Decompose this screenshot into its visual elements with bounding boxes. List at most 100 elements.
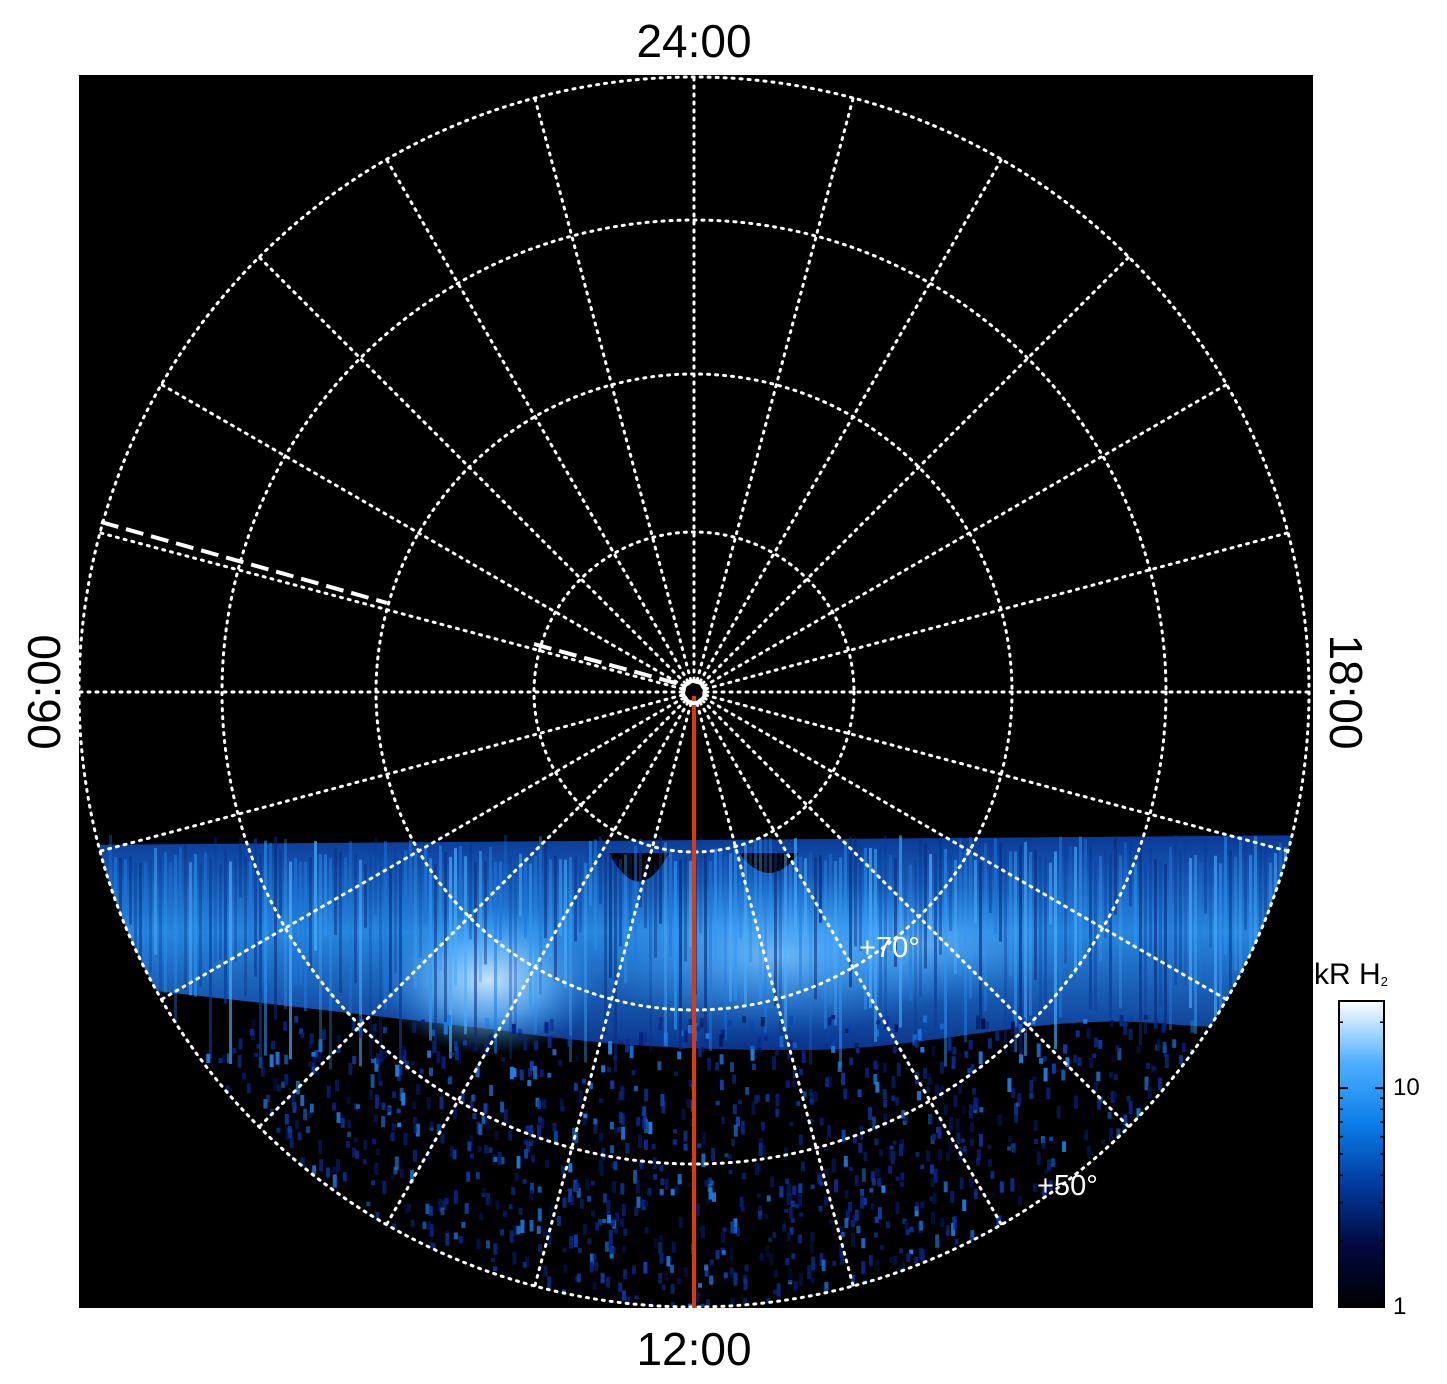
aurora-speckle [981,1018,986,1030]
aurora-speckle [920,1047,925,1053]
aurora-speckle [440,1133,445,1144]
aurora-speckle [742,1173,746,1180]
aurora-speckle [841,1072,846,1086]
aurora-streak [824,860,827,1030]
aurora-streak [1019,845,1022,1062]
aurora-speckle [582,1113,587,1126]
aurora-speckle [312,1165,317,1174]
aurora-speckle [670,1302,675,1307]
aurora-speckle [699,1018,704,1028]
aurora-speckle [448,1075,453,1084]
aurora-speckle [466,1171,471,1182]
aurora-speckle [644,1201,649,1207]
aurora-streak [529,863,532,1012]
aurora-speckle [610,1145,615,1154]
aurora-speckle [736,1227,741,1237]
aurora-speckle [775,1108,780,1118]
aurora-speckle [561,1106,566,1112]
aurora-speckle [939,1023,944,1030]
aurora-streak [954,860,957,974]
aurora-speckle [1051,1158,1056,1167]
aurora-speckle [590,1181,595,1186]
aurora-streak [1219,863,1222,1042]
aurora-speckle [458,1236,463,1244]
aurora-speckle [891,1150,895,1165]
aurora-streak [514,863,517,1036]
aurora-speckle [915,1152,920,1157]
aurora-speckle [544,1136,548,1142]
colorbar-title: kR H2 [1314,958,1388,992]
aurora-streak [269,842,272,939]
aurora-speckle [246,1083,251,1094]
aurora-speckle [813,1092,818,1102]
aurora-speckle [407,1204,412,1212]
aurora-speckle [366,1201,371,1207]
aurora-speckle [273,1077,278,1091]
aurora-streak [1154,858,1157,1022]
aurora-speckle [422,1221,427,1230]
aurora-speckle [861,1261,866,1275]
aurora-streak [429,858,432,1041]
aurora-speckle [706,1299,710,1307]
aurora-streak [634,845,637,961]
aurora-speckle [891,1076,896,1088]
aurora-streak [924,843,927,969]
aurora-speckle [410,1219,415,1227]
aurora-speckle [764,1214,769,1220]
aurora-speckle [1014,1103,1019,1115]
aurora-speckle [945,1152,950,1161]
aurora-speckle [698,1283,702,1288]
aurora-speckle [779,1035,784,1048]
aurora-streak [744,845,747,1007]
aurora-speckle [488,1198,493,1206]
aurora-speckle [687,1182,692,1188]
aurora-streak [1024,842,1027,1056]
aurora-speckle [658,1272,663,1284]
aurora-speckle [987,1037,992,1049]
aurora-speckle [608,1241,613,1254]
aurora-speckle [653,1173,658,1180]
aurora-speckle [1097,1096,1101,1110]
aurora-speckle [745,1087,750,1095]
aurora-speckle [644,1119,649,1133]
aurora-speckle [544,1022,549,1034]
aurora-speckle [720,1247,725,1253]
aurora-speckle [603,1193,607,1203]
aurora-speckle [970,1064,975,1073]
aurora-speckle [789,1015,794,1024]
aurora-speckle [883,1100,888,1108]
aurora-speckle [962,1146,967,1153]
aurora-speckle [379,1048,384,1060]
aurora-speckle [297,1132,302,1141]
aurora-speckle [683,1130,688,1142]
aurora-speckle [707,1058,712,1071]
aurora-streak [879,847,882,1008]
aurora-speckle [844,1218,849,1229]
aurora-streak [464,856,467,1035]
aurora-speckle [868,1254,873,1266]
aurora-streak [1089,843,1092,1010]
aurora-streak [194,854,197,997]
aurora-speckle [397,1122,402,1128]
aurora-speckle [686,1099,691,1108]
aurora-speckle [927,1077,932,1085]
aurora-streak [629,849,632,930]
aurora-speckle [602,1219,607,1224]
aurora-streak [564,859,567,988]
aurora-streak [884,835,887,1031]
aurora-speckle [416,1084,421,1095]
aurora-speckle [758,1142,763,1157]
aurora-speckle [617,1126,622,1133]
aurora-speckle [695,1291,700,1303]
aurora-speckle [749,1020,754,1031]
aurora-speckle [788,1192,793,1204]
aurora-speckle [1011,1142,1016,1153]
aurora-streak [704,852,707,1043]
aurora-speckle [740,1120,745,1135]
aurora-speckle [937,1126,942,1139]
aurora-speckle [1016,1102,1021,1107]
aurora-speckle [1029,1092,1034,1100]
aurora-speckle [874,1216,879,1223]
aurora-speckle [832,1260,837,1266]
aurora-speckle [309,1103,314,1113]
